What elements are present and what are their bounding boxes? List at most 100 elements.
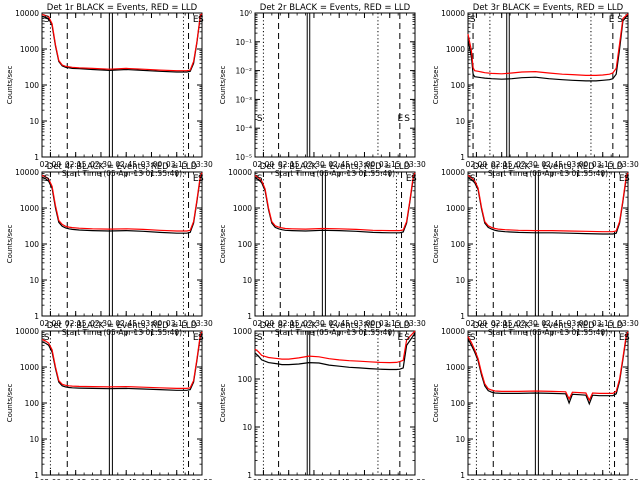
- flag-annotation: S: [470, 174, 476, 184]
- y-tick-label: 100: [238, 375, 253, 384]
- x-tick-label: 02:00: [40, 319, 62, 328]
- y-tick-label: 10⁻¹: [235, 38, 252, 47]
- plot-title: Det 7r BLACK = Events, RED = LLD: [47, 321, 198, 331]
- flag-annotation: S: [198, 15, 204, 25]
- x-tick-label: 02:30: [516, 319, 538, 328]
- x-tick-label: 03:00: [567, 478, 589, 480]
- x-axis-label: Start Time (05-Apr-13 01:55:40): [275, 328, 395, 337]
- x-tick-label: 02:15: [278, 160, 300, 169]
- x-tick-label: 03:00: [567, 160, 589, 169]
- y-tick-label: 1000: [20, 363, 39, 372]
- x-tick-label: 03:15: [166, 319, 188, 328]
- x-tick-label: 03:15: [592, 319, 614, 328]
- x-tick-label: 03:30: [404, 319, 426, 328]
- y-tick-label: 1000: [446, 45, 465, 54]
- flag-annotation: E: [397, 333, 403, 343]
- y-tick-label: 10⁻²: [235, 67, 252, 76]
- flag-annotation: E: [619, 174, 625, 184]
- flag-annotation: E: [406, 174, 412, 184]
- x-tick-label: 02:30: [90, 319, 112, 328]
- events-series-line: [467, 332, 629, 406]
- flag-annotation: S: [198, 174, 204, 184]
- x-tick-label: 02:30: [303, 478, 325, 480]
- x-tick-label: 02:00: [466, 478, 488, 480]
- flag-annotation: E: [397, 114, 403, 124]
- x-tick-label: 02:00: [253, 478, 275, 480]
- x-tick-label: 02:45: [115, 319, 137, 328]
- y-tick-label: 10⁻⁵: [235, 153, 252, 162]
- plot-frame: [41, 171, 203, 317]
- flag-annotation: S: [257, 333, 263, 343]
- x-axis-label: Start Time (05-Apr-13 01:55:40): [488, 328, 608, 337]
- y-tick-label: 10: [29, 435, 39, 444]
- y-tick-label: 100: [25, 399, 40, 408]
- y-tick-label: 1: [460, 153, 465, 162]
- x-tick-label: 03:30: [191, 319, 213, 328]
- plot-frame: [467, 12, 629, 158]
- y-tick-label: 10000: [15, 9, 39, 18]
- x-tick-label: 03:15: [592, 478, 614, 480]
- flag-annotation: S: [470, 15, 476, 25]
- x-tick-label: 02:00: [466, 160, 488, 169]
- x-tick-label: 03:30: [617, 478, 639, 480]
- x-tick-label: 03:30: [617, 160, 639, 169]
- events-series-line: [467, 14, 629, 82]
- flag-annotation: S: [411, 174, 417, 184]
- y-tick-label: 100: [25, 81, 40, 90]
- flag-annotation: S: [624, 333, 630, 343]
- x-tick-label: 02:45: [115, 160, 137, 169]
- y-tick-label: 10: [455, 276, 465, 285]
- x-tick-label: 03:00: [354, 160, 376, 169]
- y-tick-label: 1: [247, 471, 252, 480]
- y-tick-label: 1000: [446, 204, 465, 213]
- x-tick-label: 02:00: [40, 478, 62, 480]
- x-axis-label: Start Time (05-Apr-13 01:55:40): [275, 169, 395, 178]
- events-series-line: [254, 173, 416, 234]
- x-tick-label: 02:30: [90, 478, 112, 480]
- y-tick-label: 1000: [20, 45, 39, 54]
- x-axis-label: Start Time (05-Apr-13 01:55:40): [62, 169, 182, 178]
- y-tick-label: 10⁻³: [235, 95, 252, 104]
- y-tick-label: 10000: [441, 9, 465, 18]
- y-tick-label: 10⁰: [239, 9, 252, 18]
- x-tick-label: 02:45: [328, 319, 350, 328]
- y-tick-label: 10⁻⁴: [235, 124, 252, 133]
- x-tick-label: 02:30: [90, 160, 112, 169]
- y-tick-label: 10: [29, 276, 39, 285]
- flag-annotation: S: [44, 15, 50, 25]
- x-tick-label: 02:30: [303, 160, 325, 169]
- y-axis-label: Counts/sec: [219, 66, 227, 105]
- y-axis-label: Counts/sec: [219, 225, 227, 264]
- y-tick-label: 10: [455, 117, 465, 126]
- x-tick-label: 03:15: [379, 160, 401, 169]
- x-tick-label: 02:30: [303, 319, 325, 328]
- x-tick-label: 03:30: [191, 160, 213, 169]
- x-tick-label: 03:30: [191, 478, 213, 480]
- y-tick-label: 10: [29, 117, 39, 126]
- x-axis-label: Start Time (05-Apr-13 01:55:40): [62, 328, 182, 337]
- plot-title: Det 4r BLACK = Events, RED = LLD: [47, 162, 198, 172]
- x-tick-label: 03:30: [404, 478, 426, 480]
- y-tick-label: 100: [238, 240, 253, 249]
- y-tick-label: 10000: [15, 327, 39, 336]
- flag-annotation: E: [193, 333, 199, 343]
- x-tick-label: 02:45: [541, 478, 563, 480]
- y-tick-label: 1000: [446, 363, 465, 372]
- x-tick-label: 02:45: [328, 478, 350, 480]
- flag-annotation: S: [44, 333, 50, 343]
- flag-annotation: S: [44, 174, 50, 184]
- x-tick-label: 02:30: [516, 478, 538, 480]
- x-tick-label: 03:30: [404, 160, 426, 169]
- y-tick-label: 10000: [441, 327, 465, 336]
- x-tick-label: 03:30: [617, 319, 639, 328]
- x-tick-label: 02:15: [491, 478, 513, 480]
- flag-annotation: S: [257, 114, 263, 124]
- lld-series-line: [254, 330, 416, 364]
- y-tick-label: 1: [34, 153, 39, 162]
- y-tick-label: 1000: [233, 204, 252, 213]
- x-tick-label: 03:15: [166, 160, 188, 169]
- x-tick-label: 03:00: [354, 319, 376, 328]
- events-series-line: [254, 332, 416, 371]
- flag-annotation: S: [617, 15, 623, 25]
